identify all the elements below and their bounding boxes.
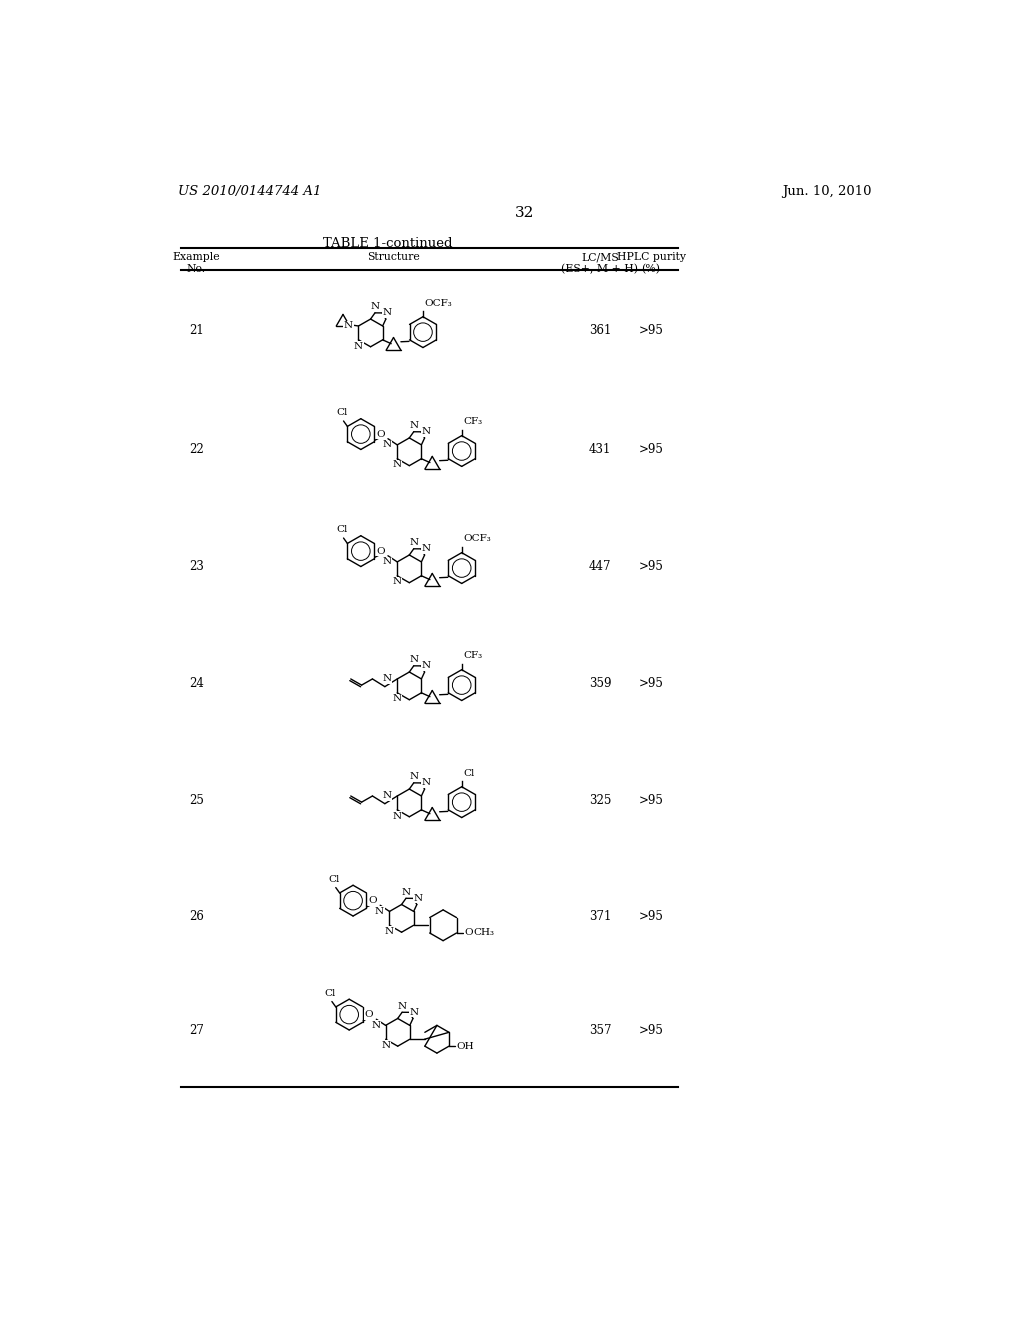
Text: N: N (385, 927, 394, 936)
Text: CH₃: CH₃ (473, 928, 495, 937)
Text: >95: >95 (639, 560, 664, 573)
Text: OCF₃: OCF₃ (425, 298, 453, 308)
Text: N: N (422, 428, 431, 437)
Text: >95: >95 (639, 909, 664, 923)
Text: 27: 27 (188, 1023, 204, 1036)
Text: OH: OH (457, 1041, 474, 1051)
Text: Cl: Cl (336, 525, 348, 535)
Text: N: N (397, 1002, 407, 1011)
Text: N: N (375, 907, 384, 916)
Text: N: N (414, 894, 423, 903)
Text: N: N (422, 661, 431, 671)
Text: N: N (383, 675, 392, 684)
Text: N: N (410, 539, 418, 546)
Text: Cl: Cl (463, 770, 475, 779)
Text: N: N (381, 1041, 390, 1049)
Text: 447: 447 (589, 560, 611, 573)
Text: CF₃: CF₃ (463, 417, 482, 426)
Text: >95: >95 (639, 795, 664, 807)
Text: US 2010/0144744 A1: US 2010/0144744 A1 (178, 185, 322, 198)
Text: Cl: Cl (336, 408, 348, 417)
Text: O: O (376, 546, 385, 556)
Text: >95: >95 (639, 1023, 664, 1036)
Text: N: N (383, 309, 392, 317)
Text: N: N (401, 887, 411, 896)
Text: N: N (371, 1020, 380, 1030)
Text: >95: >95 (639, 677, 664, 690)
Text: N: N (410, 772, 418, 781)
Text: N: N (354, 342, 364, 351)
Text: N: N (392, 577, 401, 586)
Text: 24: 24 (188, 677, 204, 690)
Text: N: N (410, 421, 418, 430)
Text: N: N (422, 779, 431, 788)
Text: >95: >95 (639, 444, 664, 455)
Text: Cl: Cl (329, 875, 340, 883)
Text: N: N (392, 694, 401, 704)
Text: 22: 22 (188, 444, 204, 455)
Text: N: N (383, 557, 392, 566)
Text: N: N (410, 655, 418, 664)
Text: O: O (464, 928, 473, 937)
Text: Example
No.: Example No. (172, 252, 220, 275)
Text: Structure: Structure (368, 252, 420, 263)
Text: N: N (392, 812, 401, 821)
Text: >95: >95 (639, 323, 664, 337)
Text: O: O (376, 429, 385, 438)
Text: 371: 371 (589, 909, 611, 923)
Text: O: O (365, 1010, 373, 1019)
Text: 357: 357 (589, 1023, 611, 1036)
Text: CF₃: CF₃ (463, 652, 482, 660)
Text: OCF₃: OCF₃ (463, 535, 490, 544)
Text: 32: 32 (515, 206, 535, 220)
Text: HPLC purity
(%): HPLC purity (%) (616, 252, 686, 275)
Text: 25: 25 (188, 795, 204, 807)
Text: 359: 359 (589, 677, 611, 690)
Text: LC/MS
(ES+, M + H): LC/MS (ES+, M + H) (561, 252, 639, 275)
Text: N: N (392, 461, 401, 470)
Text: TABLE 1-continued: TABLE 1-continued (323, 238, 453, 249)
Text: N: N (383, 441, 392, 449)
Text: N: N (410, 1008, 419, 1016)
Text: N: N (344, 322, 353, 330)
Text: 21: 21 (188, 323, 204, 337)
Text: O: O (369, 896, 377, 906)
Text: 431: 431 (589, 444, 611, 455)
Text: N: N (383, 792, 392, 800)
Text: Cl: Cl (325, 989, 336, 998)
Text: N: N (422, 544, 431, 553)
Text: 26: 26 (188, 909, 204, 923)
Text: 23: 23 (188, 560, 204, 573)
Text: 325: 325 (589, 795, 611, 807)
Text: N: N (371, 302, 380, 312)
Text: 361: 361 (589, 323, 611, 337)
Text: Jun. 10, 2010: Jun. 10, 2010 (781, 185, 871, 198)
